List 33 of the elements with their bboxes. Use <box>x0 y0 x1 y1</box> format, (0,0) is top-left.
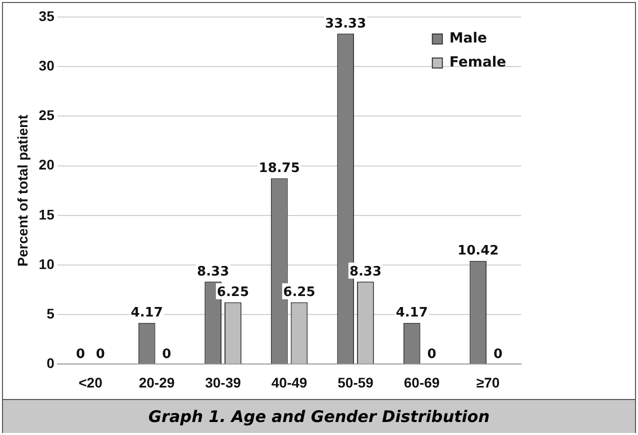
y-tick-label: 35 <box>38 8 55 24</box>
text: Graph 1. Age and Gender Distribution <box>3 399 635 433</box>
data-label: 6.25 <box>216 285 249 300</box>
y-tick-label: 30 <box>38 57 55 74</box>
y-tick-label: 10 <box>38 256 55 272</box>
y-tick-label: 5 <box>46 305 55 322</box>
x-tick-label: 30-39 <box>205 374 242 390</box>
data-label: 33.33 <box>325 16 366 32</box>
data-label: 0 <box>427 347 436 362</box>
data-label: 0 <box>96 347 105 362</box>
x-tick-label: ≥70 <box>476 374 500 390</box>
legend-label: Male <box>449 30 488 47</box>
y-axis-title: Percent of total patient <box>14 114 30 266</box>
x-tick-label: <20 <box>78 374 103 390</box>
x-tick-label: 60-69 <box>404 374 440 390</box>
data-label: 0 <box>493 347 503 362</box>
data-label: 4.17 <box>396 306 428 321</box>
y-tick-label: 15 <box>38 206 55 222</box>
data-label: 4.17 <box>130 306 163 321</box>
data-label: 10.42 <box>458 244 499 259</box>
x-tick-label: 40-49 <box>271 374 308 390</box>
x-tick-label: 50-59 <box>338 374 374 390</box>
y-tick-label: 20 <box>38 156 55 173</box>
data-label: 0 <box>76 347 86 362</box>
data-label: 6.25 <box>283 285 316 300</box>
legend-label: Female <box>449 54 506 71</box>
data-label: 0 <box>162 347 172 362</box>
y-tick-label: 0 <box>46 355 55 372</box>
y-tick-label: 25 <box>38 107 55 124</box>
data-label: 8.33 <box>349 264 382 280</box>
data-label: 18.75 <box>258 161 300 176</box>
data-label: 8.33 <box>197 264 230 280</box>
x-tick-label: 20-29 <box>138 374 175 390</box>
